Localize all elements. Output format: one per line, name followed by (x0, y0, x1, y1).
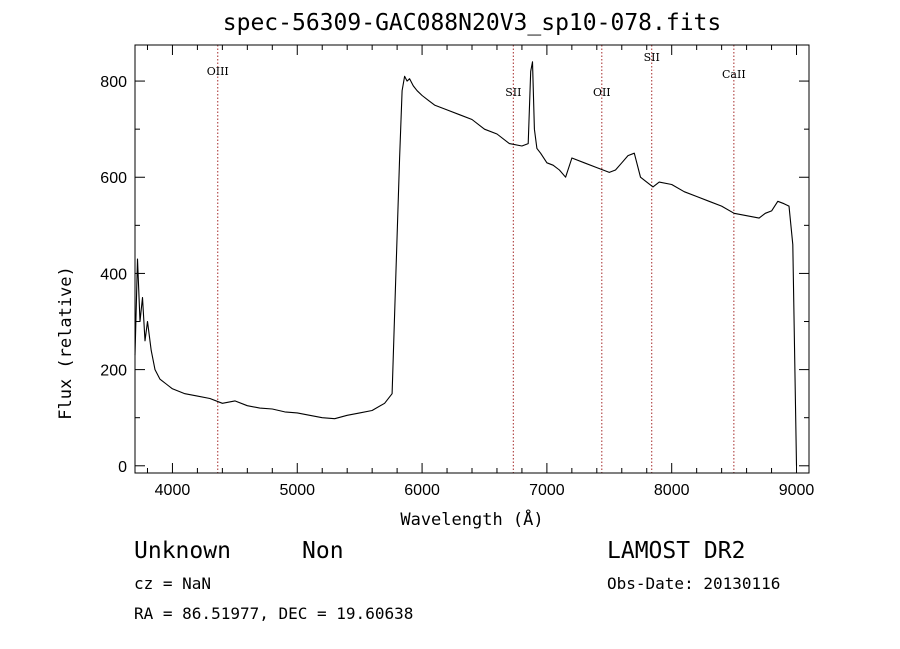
y-tick-label-3: 600 (100, 170, 127, 187)
annotation-label-0: OIII (207, 65, 229, 78)
y-tick-label-2: 400 (100, 266, 127, 283)
annotation-label-4: CaII (722, 68, 746, 81)
spectrum-line (134, 61, 798, 466)
spectrum-series (134, 61, 798, 466)
annotation-label-1: SII (505, 86, 521, 99)
y-tick-label-0: 0 (118, 459, 127, 476)
y-tick-label-4: 800 (100, 74, 127, 91)
x-tick-label-2: 6000 (404, 482, 440, 499)
chart-title: spec-56309-GAC088N20V3_sp10-078.fits (222, 10, 722, 36)
x-tick-label-5: 9000 (779, 482, 815, 499)
redshift-label: cz = NaN (134, 574, 212, 593)
survey-label: LAMOST DR2 (607, 538, 746, 564)
x-tick-label-0: 4000 (155, 482, 191, 499)
plot-frame (134, 44, 810, 474)
coordinates-label: RA = 86.51977, DEC = 19.60638 (134, 604, 414, 623)
y-axis-title-text: Flux (relative) (56, 266, 76, 420)
class-label: Unknown (134, 538, 231, 564)
x-tick-label-4: 8000 (654, 482, 690, 499)
axis-ticks: 4000 5000 6000 7000 8000 9000 0 200 400 600 800 (100, 45, 814, 499)
subclass-label: Non (302, 538, 344, 564)
x-axis-title: Wavelength (Å) (400, 510, 544, 530)
line-annotations: OIII SII OII SII CaII (207, 45, 746, 473)
annotation-label-3: SII (644, 51, 660, 64)
y-tick-label-1: 200 (100, 363, 127, 380)
x-tick-label-1: 5000 (279, 482, 315, 499)
annotation-label-2: OII (593, 86, 611, 99)
x-tick-label-3: 7000 (529, 482, 565, 499)
obs-date-label: Obs-Date: 20130116 (607, 574, 781, 593)
